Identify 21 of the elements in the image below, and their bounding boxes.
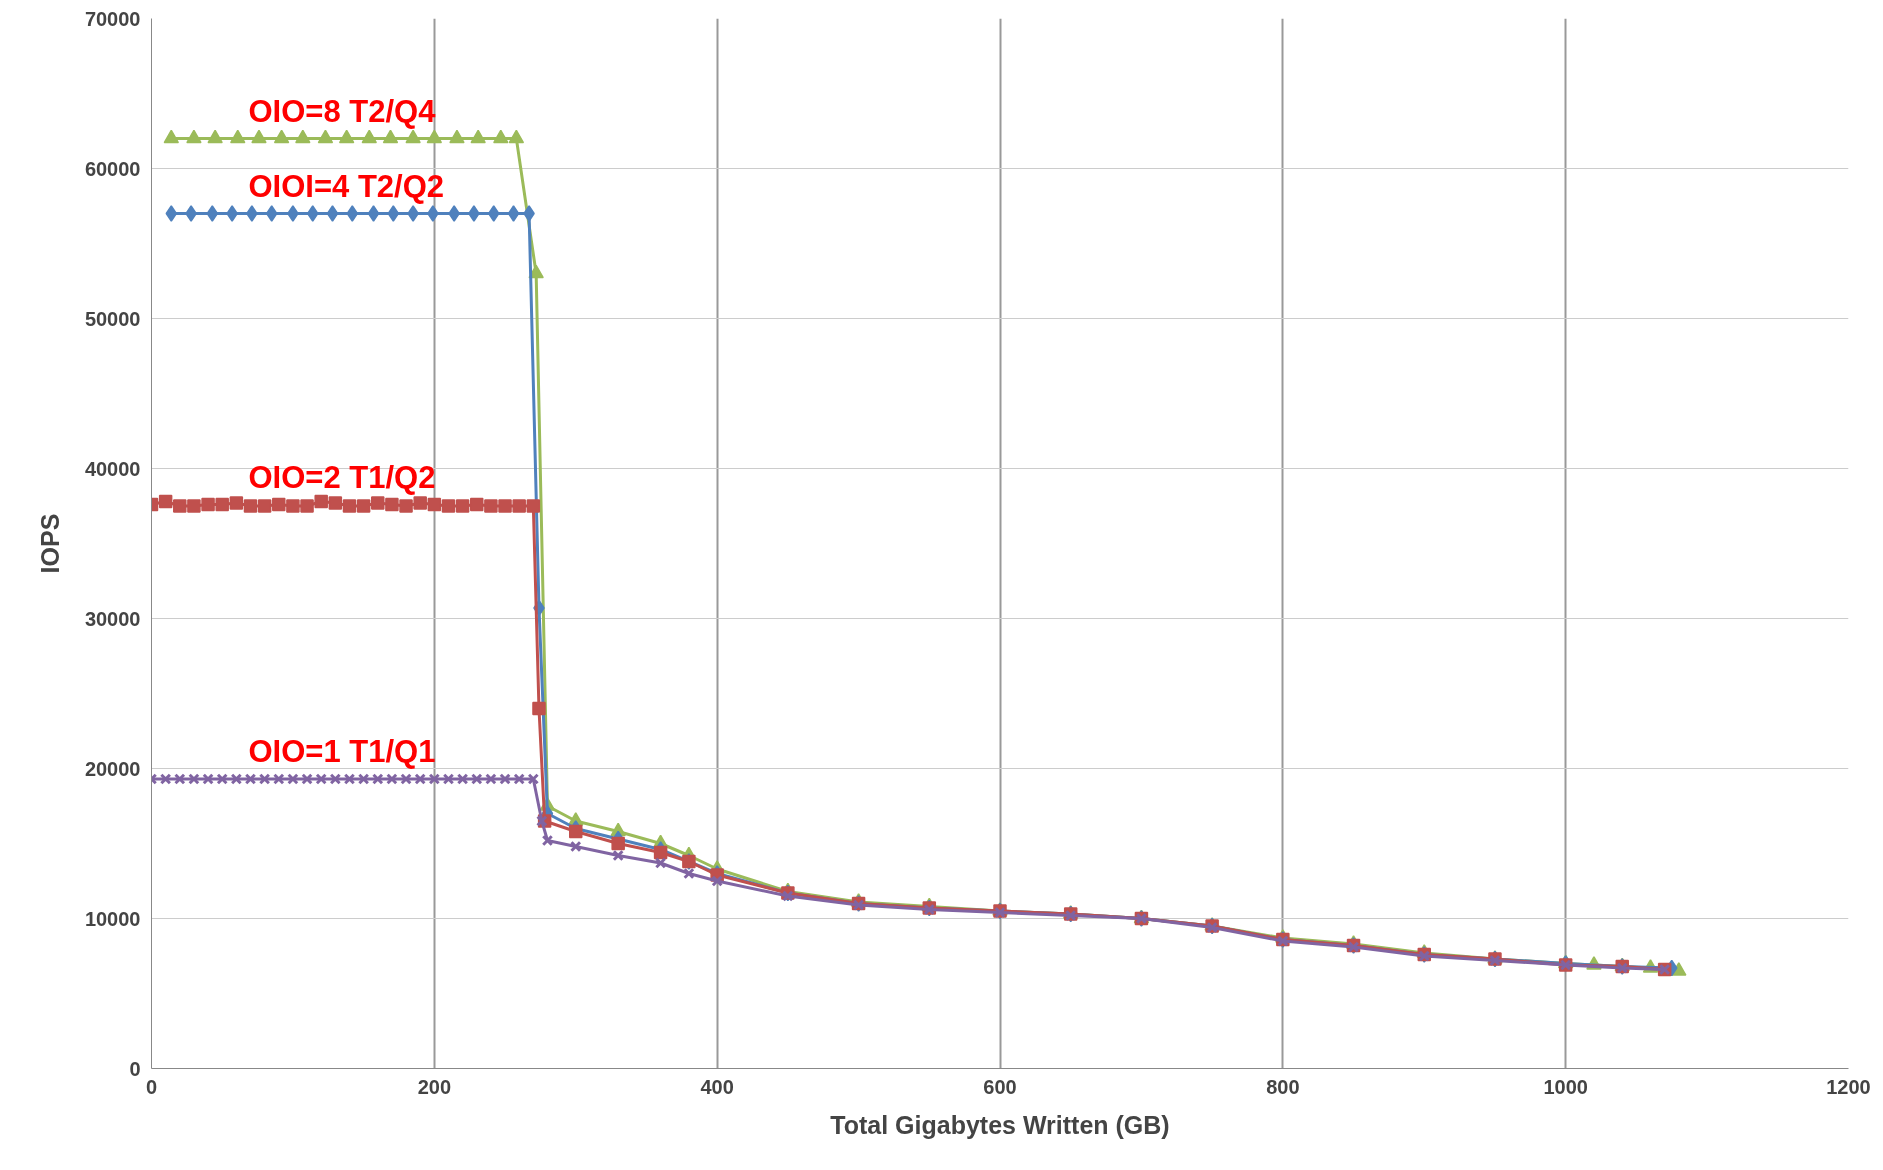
y-tick-label: 0 <box>129 1057 141 1080</box>
y-tick-label: 30000 <box>84 607 141 630</box>
series-label: OIO=2 T1/Q2 <box>248 459 436 495</box>
series-label: OIOI=4 T2/Q2 <box>248 168 445 204</box>
x-tick-label: 0 <box>145 1075 158 1098</box>
y-axis-title: IOPS <box>35 513 64 574</box>
x-tick-label: 600 <box>983 1075 1017 1098</box>
series-label: OIO=8 T2/Q4 <box>248 93 437 129</box>
y-tick-label: 50000 <box>84 307 141 330</box>
y-tick-label: 40000 <box>84 457 141 480</box>
x-tick-label: 400 <box>700 1075 734 1098</box>
x-axis-title: Total Gigabytes Written (GB) <box>830 1110 1170 1139</box>
x-tick-label: 200 <box>417 1075 452 1098</box>
x-tick-label: 800 <box>1266 1075 1300 1098</box>
y-tick-label: 70000 <box>84 7 141 30</box>
y-tick-label: 60000 <box>84 157 141 180</box>
y-tick-label: 10000 <box>84 907 141 930</box>
x-tick-label: 1000 <box>1543 1075 1588 1098</box>
y-tick-label: 20000 <box>84 757 141 780</box>
x-tick-label: 1200 <box>1826 1075 1871 1098</box>
series-label: OIO=1 T1/Q1 <box>248 734 436 769</box>
